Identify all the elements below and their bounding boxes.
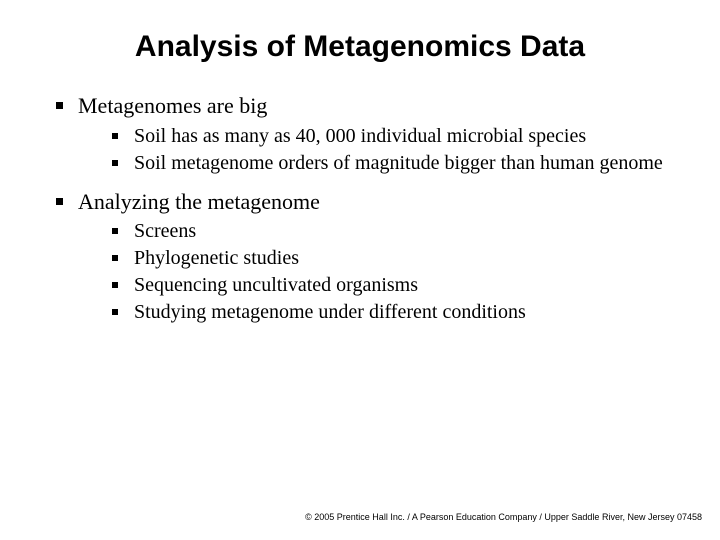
copyright-footer: © 2005 Prentice Hall Inc. / A Pearson Ed… — [305, 512, 702, 522]
sub-list: Soil has as many as 40, 000 individual m… — [78, 124, 670, 176]
list-item-text: Analyzing the metagenome — [78, 189, 320, 214]
sub-list-item: Studying metagenome under different cond… — [78, 300, 670, 325]
slide-title: Analysis of Metagenomics Data — [50, 30, 670, 64]
sub-list-item: Phylogenetic studies — [78, 246, 670, 271]
bullet-list: Metagenomes are big Soil has as many as … — [50, 92, 670, 325]
sub-list: Screens Phylogenetic studies Sequencing … — [78, 219, 670, 325]
slide: Analysis of Metagenomics Data Metagenome… — [0, 0, 720, 540]
sub-list-item: Soil has as many as 40, 000 individual m… — [78, 124, 670, 149]
list-item-text: Metagenomes are big — [78, 93, 267, 118]
sub-list-item: Screens — [78, 219, 670, 244]
list-item: Analyzing the metagenome Screens Phyloge… — [50, 188, 670, 326]
sub-list-item: Sequencing uncultivated organisms — [78, 273, 670, 298]
sub-list-item: Soil metagenome orders of magnitude bigg… — [78, 151, 670, 176]
list-item: Metagenomes are big Soil has as many as … — [50, 92, 670, 176]
